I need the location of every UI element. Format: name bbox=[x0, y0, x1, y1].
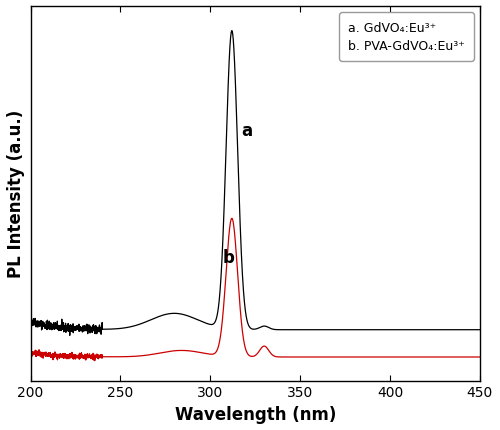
Text: a: a bbox=[241, 121, 252, 139]
Legend: a. GdVO₄:Eu³⁺, b. PVA-GdVO₄:Eu³⁺: a. GdVO₄:Eu³⁺, b. PVA-GdVO₄:Eu³⁺ bbox=[340, 13, 473, 61]
Text: b: b bbox=[223, 249, 234, 266]
Y-axis label: PL Intensity (a.u.): PL Intensity (a.u.) bbox=[7, 110, 25, 278]
X-axis label: Wavelength (nm): Wavelength (nm) bbox=[174, 405, 336, 423]
